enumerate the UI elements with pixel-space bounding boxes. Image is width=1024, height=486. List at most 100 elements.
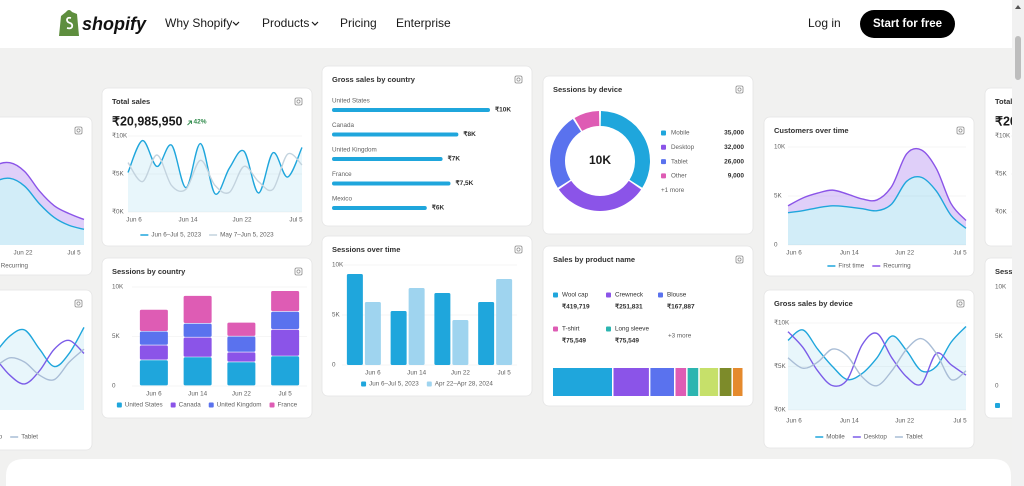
card-title: Gross sales by country xyxy=(332,75,416,84)
donut-segment xyxy=(558,180,642,211)
legend-marker xyxy=(658,292,663,298)
legend-label: Recurring xyxy=(1,263,29,270)
bar-segment xyxy=(553,368,612,396)
legend-marker xyxy=(661,173,666,179)
trend-arrow xyxy=(187,120,192,126)
x-tick-label: Jun 22 xyxy=(895,250,914,257)
legend-marker xyxy=(553,292,558,298)
nav-link[interactable]: Products xyxy=(262,16,309,30)
area-fill xyxy=(128,140,302,212)
bar-segment-other xyxy=(732,368,743,396)
y-tick-label: 0 xyxy=(774,242,778,249)
y-tick-label: ₹5K xyxy=(995,171,1008,178)
logo-mark xyxy=(66,16,74,30)
card-icon-glass xyxy=(737,87,742,92)
scroll-thumb[interactable] xyxy=(1015,36,1021,80)
more-label: +3 more xyxy=(668,333,692,340)
x-tick-label: Jun 22 xyxy=(232,391,251,398)
y-tick-label: 5K xyxy=(995,333,1004,340)
legend-label: United Kingdom xyxy=(217,402,262,409)
card: Gross sales by country United States ₹10K C… xyxy=(321,65,533,227)
card: Sessions by country 10K 5K 0 Jun 6 Jun 14 Jun … xyxy=(101,257,313,419)
y-tick-label: 10K xyxy=(774,144,786,151)
value-label: 9,000 xyxy=(728,173,745,180)
more-label: +1 more xyxy=(661,187,685,194)
bar-segment xyxy=(227,336,256,352)
y-tick-label: ₹5K xyxy=(774,363,787,370)
legend-marker xyxy=(208,402,214,408)
y-tick-label: 10K xyxy=(995,284,1007,291)
bar-segment xyxy=(139,360,168,386)
y-tick-label: 10K xyxy=(112,284,124,291)
card-icon xyxy=(74,126,83,135)
card-background xyxy=(763,289,975,449)
scroll-up[interactable] xyxy=(1015,5,1021,9)
product-name: Long sleeve xyxy=(615,326,649,333)
metric-value: ₹20 xyxy=(995,114,1017,128)
series-line xyxy=(787,175,967,229)
bar-segment xyxy=(271,329,300,356)
bar-segment xyxy=(139,309,168,331)
nav-link[interactable]: Pricing xyxy=(340,16,377,30)
card-title: Sessions by country xyxy=(112,267,186,276)
value-label: ₹7,5K xyxy=(456,179,474,187)
legend-label: Tablet xyxy=(21,434,38,441)
cta-label[interactable]: Start for free xyxy=(873,18,942,30)
legend-marker xyxy=(170,402,176,408)
card-icon xyxy=(514,75,523,84)
card-title: Sessions over time xyxy=(332,245,400,254)
bottom-panel xyxy=(6,459,1011,486)
x-tick-label: Jul 5 xyxy=(289,217,303,224)
bar-segment xyxy=(139,345,168,360)
card-icon xyxy=(956,126,965,135)
nav-bar xyxy=(0,0,1012,48)
legend-swatch xyxy=(995,403,1000,408)
bar-segment xyxy=(271,356,300,386)
series-line xyxy=(0,177,85,230)
bar xyxy=(332,206,427,210)
nav-link[interactable]: Why Shopify xyxy=(165,16,232,30)
bar xyxy=(332,132,459,137)
card: Sessions by device Mobile 35,000 Desktop 32,… xyxy=(542,75,754,235)
chevron xyxy=(232,21,240,26)
bar-segment xyxy=(227,322,256,336)
login-link[interactable]: Log in xyxy=(808,16,841,30)
bar-segment xyxy=(271,290,300,312)
nav-link[interactable]: Enterprise xyxy=(396,16,451,30)
legend-marker xyxy=(661,144,666,150)
y-tick-label: ₹0K xyxy=(995,209,1008,216)
product-value: ₹75,549 xyxy=(562,337,586,345)
legend-marker xyxy=(116,402,122,408)
chevron xyxy=(311,21,319,26)
card-icon-glass xyxy=(76,128,81,133)
card: Customers over time 10K 5K 0 Jun 6 Jun 14 Jun … xyxy=(763,116,975,277)
y-tick-label: 0 xyxy=(995,383,999,390)
x-tick-label: Jun 22 xyxy=(895,418,914,425)
legend-label: Jun 6–Jul 5, 2023 xyxy=(369,381,419,388)
card-icon xyxy=(294,97,303,106)
card-icon-glass xyxy=(516,77,521,82)
card-background xyxy=(763,116,975,277)
bar-segment xyxy=(675,368,687,396)
y-tick-label: 5K xyxy=(332,312,341,319)
card-icon-glass xyxy=(737,257,742,262)
y-tick-label: 5K xyxy=(774,193,783,200)
scrollbar[interactable] xyxy=(1012,0,1024,486)
legend-label: Other xyxy=(671,173,687,180)
legend-marker xyxy=(661,130,666,136)
card: Gross sales by device ₹10K ₹5K ₹0K Jun 6 Jun … xyxy=(763,289,975,449)
cta-button[interactable] xyxy=(860,10,955,38)
x-tick-label: Jun 22 xyxy=(451,370,470,377)
x-tick-label: Jul 5 xyxy=(278,391,292,398)
bar-segment-other xyxy=(699,368,719,396)
bar xyxy=(332,181,451,186)
product-name: Crewneck xyxy=(615,292,644,299)
series-line xyxy=(0,339,85,385)
x-tick-label: Jun 14 xyxy=(407,370,426,377)
bar xyxy=(332,157,443,161)
product-name: Blouse xyxy=(667,292,687,299)
legend-marker xyxy=(426,381,432,387)
brand[interactable]: shopify xyxy=(82,14,147,34)
x-tick-label: Jun 6 xyxy=(786,418,802,425)
